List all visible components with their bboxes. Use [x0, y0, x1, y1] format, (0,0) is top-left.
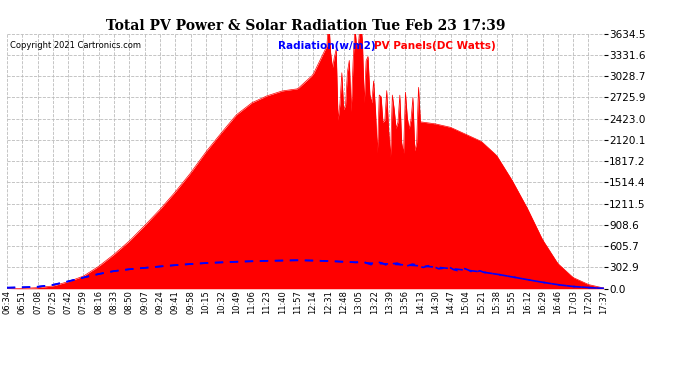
Title: Total PV Power & Solar Radiation Tue Feb 23 17:39: Total PV Power & Solar Radiation Tue Feb…: [106, 19, 505, 33]
Text: Radiation(w/m2): Radiation(w/m2): [279, 41, 376, 51]
Text: Copyright 2021 Cartronics.com: Copyright 2021 Cartronics.com: [10, 41, 141, 50]
Text: PV Panels(DC Watts): PV Panels(DC Watts): [374, 41, 495, 51]
